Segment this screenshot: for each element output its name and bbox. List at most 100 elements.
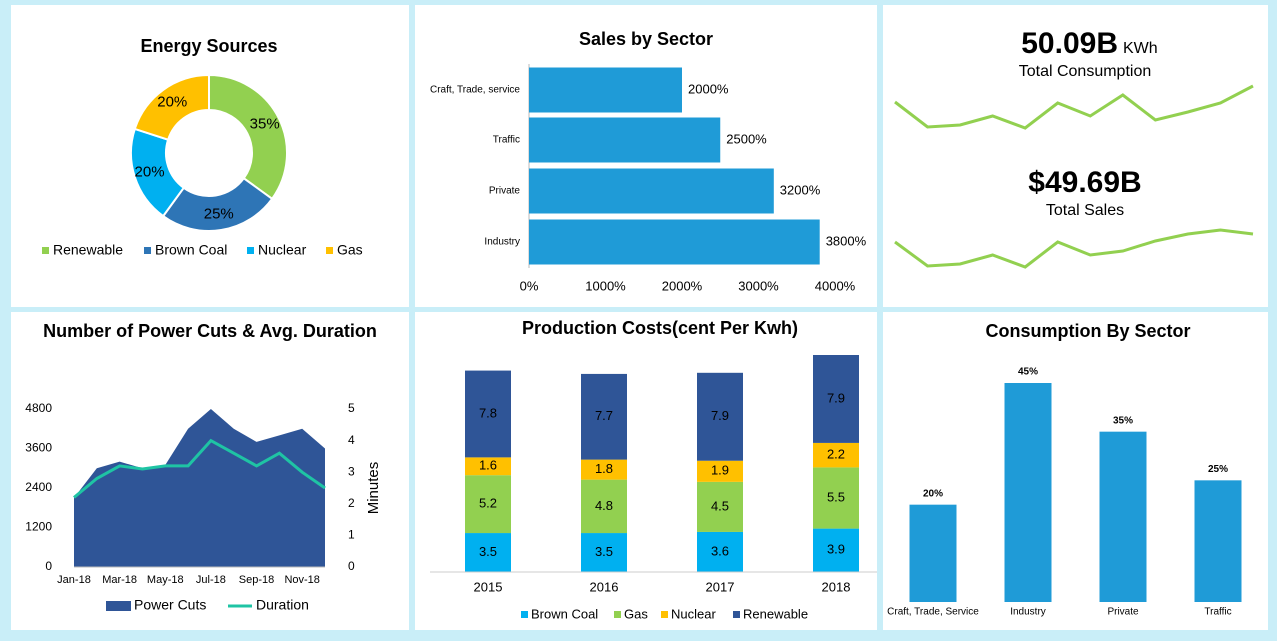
x-tick-label: Mar-18 — [102, 574, 137, 586]
legend-label: Nuclear — [671, 606, 716, 621]
y-tick-label: Traffic — [493, 135, 520, 146]
bar-segment — [581, 373, 627, 460]
x-tick-label: Jul-18 — [196, 574, 226, 586]
legend-label: Duration — [256, 597, 309, 613]
chart-title: Production Costs(cent Per Kwh) — [522, 318, 798, 338]
bar-segment — [697, 481, 743, 532]
bar-segment — [581, 533, 627, 572]
kpi-unit: KWh — [1123, 40, 1158, 57]
y-tick-label: 1200 — [25, 520, 52, 534]
data-label: 3.6 — [711, 543, 729, 558]
data-label: 4.5 — [711, 498, 729, 513]
kpi-label: Total Consumption — [1019, 63, 1152, 80]
x-tick-label: 2015 — [474, 579, 503, 594]
data-label: 5.2 — [479, 496, 497, 511]
x-tick-label: Jan-18 — [57, 574, 91, 586]
chart-title: Number of Power Cuts & Avg. Duration — [43, 321, 377, 341]
legend-label: Gas — [337, 242, 363, 258]
x-tick-label: 2017 — [706, 579, 735, 594]
bar-segment — [813, 467, 859, 529]
data-label: 7.8 — [479, 405, 497, 420]
x-tick-label: Traffic — [1204, 607, 1231, 618]
y2-axis-label: Minutes — [365, 462, 382, 515]
y-tick-label: Craft, Trade, service — [430, 85, 520, 96]
y-tick-label: 3600 — [25, 441, 52, 455]
x-tick-label: 2016 — [590, 579, 619, 594]
bar — [1194, 480, 1242, 602]
y-tick-label: Private — [489, 186, 521, 197]
legend-label: Brown Coal — [155, 242, 227, 258]
line — [73, 438, 326, 499]
legend-label: Brown Coal — [531, 606, 598, 621]
bar-segment — [465, 475, 511, 534]
data-label: 45% — [1018, 367, 1038, 378]
x-tick-label: Private — [1107, 607, 1139, 618]
legend-label: Power Cuts — [134, 597, 206, 613]
y2-tick-label: 5 — [348, 401, 355, 415]
x-tick-label: 1000% — [585, 278, 626, 293]
bar — [909, 504, 957, 602]
bar-segment — [813, 442, 859, 468]
sparkline — [894, 228, 1254, 269]
data-label: 3800% — [826, 233, 867, 248]
data-label: 25% — [204, 206, 234, 223]
donut-slice — [208, 73, 288, 201]
y2-tick-label: 2 — [348, 496, 355, 510]
bar — [529, 117, 721, 163]
bar-segment — [697, 531, 743, 572]
x-tick-label: Craft, Trade, Service — [887, 607, 979, 618]
chart-title: Consumption By Sector — [985, 321, 1190, 341]
data-label: 7.9 — [827, 390, 845, 405]
data-label: 3.5 — [479, 544, 497, 559]
legend-swatch — [521, 611, 528, 618]
y-tick-label: 4800 — [25, 401, 52, 415]
bar-segment — [813, 528, 859, 572]
legend-swatch — [661, 611, 668, 618]
y-tick-label: Industry — [484, 237, 520, 248]
data-label: 1.6 — [479, 458, 497, 473]
legend-swatch — [144, 247, 151, 254]
y-tick-label: 2400 — [25, 480, 52, 494]
chart-title: Sales by Sector — [579, 29, 713, 49]
x-tick-label: 2018 — [822, 579, 851, 594]
area — [74, 409, 325, 567]
data-label: 20% — [157, 93, 187, 110]
x-tick-label: Nov-18 — [284, 574, 319, 586]
legend-swatch — [106, 601, 131, 611]
bar-segment — [581, 479, 627, 534]
bar-segment — [465, 370, 511, 458]
x-tick-label: 0% — [520, 278, 539, 293]
kpi-label: Total Sales — [1046, 202, 1124, 219]
legend-label: Renewable — [743, 606, 808, 621]
x-tick-label: Industry — [1010, 607, 1046, 618]
x-tick-label: 4000% — [815, 278, 856, 293]
legend-swatch — [247, 247, 254, 254]
data-label: 20% — [135, 163, 165, 180]
data-label: 25% — [1208, 464, 1228, 475]
bar-segment — [813, 355, 859, 443]
data-label: 4.8 — [595, 498, 613, 513]
x-tick-label: 2000% — [662, 278, 703, 293]
bar-segment — [581, 459, 627, 480]
bar-segment — [697, 460, 743, 482]
bar-segment — [465, 533, 511, 572]
bar — [1099, 431, 1147, 602]
panel — [883, 5, 1268, 307]
legend-swatch — [614, 611, 621, 618]
data-label: 3.5 — [595, 544, 613, 559]
legend-swatch — [733, 611, 740, 618]
chart-title: Energy Sources — [140, 36, 277, 56]
data-label: 2000% — [688, 81, 729, 96]
sparkline — [894, 84, 1254, 130]
x-tick-label: Sep-18 — [239, 574, 274, 586]
data-label: 7.7 — [595, 408, 613, 423]
y2-tick-label: 4 — [348, 433, 355, 447]
data-label: 2500% — [726, 131, 767, 146]
data-label: 2.2 — [827, 447, 845, 462]
bar — [1004, 383, 1052, 602]
legend-label: Nuclear — [258, 242, 307, 258]
x-tick-label: May-18 — [147, 574, 184, 586]
x-tick-label: 3000% — [738, 278, 779, 293]
